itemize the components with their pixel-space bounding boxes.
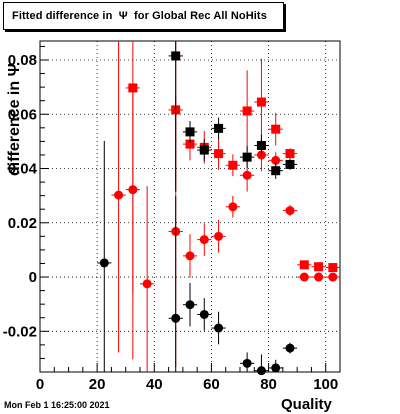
data-point-circle: [199, 309, 209, 319]
data-point-circle: [299, 272, 309, 282]
data-point-circle: [142, 279, 152, 289]
data-point-square: [242, 152, 252, 162]
data-point-square: [228, 160, 238, 170]
data-point-square: [285, 159, 295, 169]
x-axis-label: Quality: [281, 396, 332, 413]
data-point-square: [199, 145, 209, 155]
date-stamp: Mon Feb 1 16:25:00 2021: [4, 400, 110, 410]
data-point-circle: [185, 251, 195, 261]
x-tick-label: 80: [260, 376, 277, 393]
data-point-square: [271, 124, 281, 134]
chart-title-box: Fitted difference in Ψ for Global Rec Al…: [3, 2, 284, 30]
y-axis-label: difference in Ψ: [6, 63, 23, 176]
data-point-circle: [214, 323, 224, 333]
y-tick-label: 0.02: [8, 215, 37, 232]
data-point-circle: [128, 185, 138, 195]
x-tick-label: 40: [146, 376, 163, 393]
data-point-square: [328, 263, 338, 273]
data-point-circle: [314, 272, 324, 282]
data-point-circle: [256, 366, 266, 376]
data-point-square: [242, 106, 252, 116]
data-point-square: [256, 97, 266, 107]
data-point-square: [285, 149, 295, 159]
data-point-square: [271, 166, 281, 176]
plot-frame: [39, 40, 341, 373]
y-tick-label: 0: [29, 269, 37, 286]
y-tick-label: 0.08: [8, 52, 37, 69]
data-point-circle: [242, 170, 252, 180]
x-tick-label: 60: [203, 376, 220, 393]
x-tick-label: 0: [36, 376, 44, 393]
data-point-circle: [171, 313, 181, 323]
data-point-circle: [114, 190, 124, 200]
x-tick-label: 20: [89, 376, 106, 393]
x-tick-label: 100: [313, 376, 338, 393]
data-point-square: [171, 51, 181, 61]
data-point-square: [299, 260, 309, 270]
y-tick-label: 0.04: [8, 161, 38, 178]
data-point-circle: [185, 300, 195, 310]
data-point-circle: [242, 358, 252, 368]
data-point-square: [214, 123, 224, 133]
data-point-circle: [214, 231, 224, 241]
data-point-circle: [99, 258, 109, 268]
data-point-square: [314, 262, 324, 272]
y-tick-label: 0.06: [8, 106, 37, 123]
data-point-circle: [285, 206, 295, 216]
data-point-circle: [328, 272, 338, 282]
data-point-circle: [228, 202, 238, 212]
y-tick-label: -0.02: [3, 323, 37, 340]
chart-title: Fitted difference in Ψ for Global Rec Al…: [12, 10, 267, 22]
data-point-circle: [199, 235, 209, 245]
data-point-square: [185, 139, 195, 149]
data-point-square: [214, 149, 224, 159]
data-point-square: [185, 127, 195, 137]
data-point-circle: [285, 343, 295, 353]
data-point-circle: [271, 155, 281, 165]
data-point-square: [256, 140, 266, 150]
data-point-circle: [271, 363, 281, 373]
